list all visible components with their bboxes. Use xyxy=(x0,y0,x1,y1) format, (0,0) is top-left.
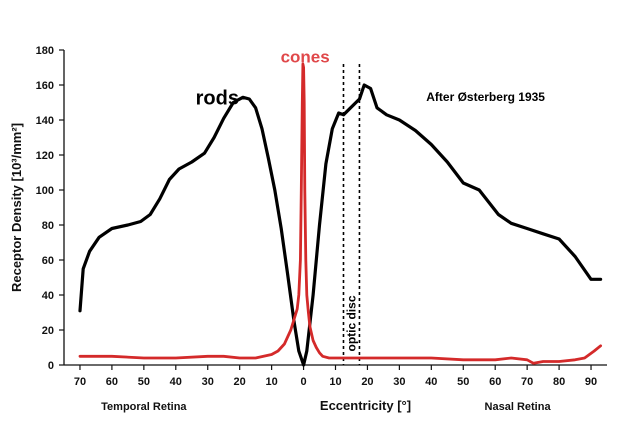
x-tick-label: 50 xyxy=(138,376,150,388)
source-annotation: After Østerberg 1935 xyxy=(426,90,545,104)
x-tick-label: 10 xyxy=(265,376,277,388)
labels-layer: rods cones After Østerberg 1935 Eccentricit… xyxy=(9,47,551,413)
series-label-cones: cones xyxy=(281,47,330,66)
x-tick-label: 70 xyxy=(521,376,533,388)
y-tick-label: 140 xyxy=(36,115,54,127)
y-tick-label: 120 xyxy=(36,150,54,162)
x-tick-label: 30 xyxy=(393,376,405,388)
x-tick-label: 30 xyxy=(202,376,214,388)
y-tick-label: 180 xyxy=(36,45,54,57)
x-axis-title: Eccentricity [°] xyxy=(320,398,411,413)
x-tick-label: 0 xyxy=(300,376,306,388)
x-tick-label: 20 xyxy=(234,376,246,388)
x-tick-label: 60 xyxy=(489,376,501,388)
x-tick-label: 90 xyxy=(585,376,597,388)
y-tick-label: 80 xyxy=(42,220,54,232)
x-tick-label: 10 xyxy=(329,376,341,388)
series-line-cones xyxy=(78,62,602,365)
optic-disc-label: optic disc xyxy=(344,295,358,351)
y-tick-label: 160 xyxy=(36,80,54,92)
x-tick-label: 50 xyxy=(457,376,469,388)
y-tick-label: 100 xyxy=(36,185,54,197)
y-axis-title: Receptor Density [10³/mm²] xyxy=(9,123,24,292)
region-label-temporal: Temporal Retina xyxy=(101,401,187,413)
x-tick-label: 20 xyxy=(361,376,373,388)
series-label-rods: rods xyxy=(196,87,239,109)
x-tick-label: 70 xyxy=(74,376,86,388)
x-tick-label: 60 xyxy=(106,376,118,388)
x-tick-label: 40 xyxy=(170,376,182,388)
x-tick-label: 40 xyxy=(425,376,437,388)
y-tick-label: 40 xyxy=(42,290,54,302)
y-tick-label: 0 xyxy=(48,360,54,372)
series-line-rods xyxy=(78,83,603,367)
series-layer xyxy=(78,62,603,367)
y-tick-label: 60 xyxy=(42,255,54,267)
x-tick-label: 80 xyxy=(553,376,565,388)
region-label-nasal: Nasal Retina xyxy=(485,401,552,413)
y-tick-label: 20 xyxy=(42,325,54,337)
